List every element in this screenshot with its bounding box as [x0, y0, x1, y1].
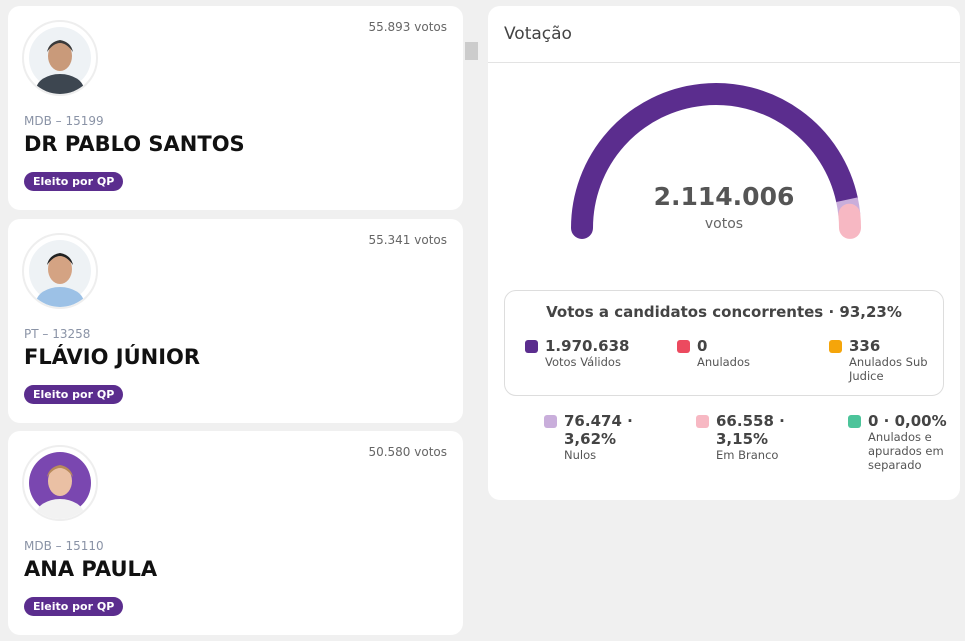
panel-title: Votação	[504, 24, 572, 44]
swatch	[525, 340, 538, 353]
legend-item: 0 Anulados	[677, 337, 787, 369]
candidate-name: DR PABLO SANTOS	[24, 132, 245, 156]
scrollbar	[465, 42, 478, 60]
status-badge: Eleito por QP	[24, 597, 124, 616]
legend-label: Anulados e apurados em separado	[868, 430, 944, 472]
gauge-segment	[571, 83, 858, 239]
legend-value: 0	[697, 337, 708, 355]
candidate-name: ANA PAULA	[24, 557, 158, 581]
vote-count: 55.893 votos	[368, 20, 447, 34]
vote-count: 50.580 votos	[368, 445, 447, 459]
candidate-name: FLÁVIO JÚNIOR	[24, 344, 201, 369]
swatch	[848, 415, 861, 428]
legend-label: Em Branco	[716, 448, 779, 462]
vote-count: 55.341 votos	[368, 232, 447, 247]
legend-value: 76.474 · 3,62%	[564, 412, 633, 448]
avatar	[22, 20, 98, 96]
party-number: MDB – 15110	[24, 539, 104, 553]
status-badge: Eleito por QP	[24, 384, 124, 404]
avatar	[22, 232, 98, 309]
legend-value: 1.970.638	[545, 337, 630, 355]
avatar-photo	[29, 27, 91, 94]
legend-value: 0 · 0,00%	[868, 412, 947, 430]
status-badge: Eleito por QP	[24, 172, 124, 191]
swatch	[677, 340, 690, 353]
candidate-card: 55.341 votos PT – 13258 FLÁVIO JÚNIOR Eleit…	[8, 218, 463, 423]
total-votes: 2.114.006	[653, 182, 795, 211]
candidate-card: 55.893 votos MDB – 15199 DR PABLO SANTOS El…	[8, 6, 463, 210]
legend-value: 66.558 · 3,15%	[716, 412, 785, 448]
gauge	[571, 83, 861, 239]
legend-item: 76.474 · 3,62% Nulos	[544, 412, 654, 462]
summary-box: Votos a candidatos concorrentes · 93,23%…	[504, 290, 944, 396]
legend-label: Anulados Sub Judice	[849, 355, 928, 383]
legend-item: 0 · 0,00% Anulados e apurados em separado	[848, 412, 958, 472]
gauge-segment	[838, 203, 861, 239]
party-number: MDB – 15199	[24, 114, 104, 128]
avatar	[22, 445, 98, 521]
avatar-photo	[29, 452, 91, 519]
party-number: PT – 13258	[24, 326, 91, 341]
legend-item: 1.970.638 Votos Válidos	[525, 337, 635, 369]
legend-value: 336	[849, 337, 881, 355]
legend-label: Nulos	[564, 448, 597, 462]
summary-title: Votos a candidatos concorrentes · 93,23%	[546, 303, 902, 321]
avatar-photo	[29, 239, 91, 307]
swatch	[696, 415, 709, 428]
swatch	[829, 340, 842, 353]
candidate-card: 50.580 votos MDB – 15110 ANA PAULA Eleito p…	[8, 431, 463, 635]
legend-label: Votos Válidos	[545, 355, 621, 369]
divider	[488, 62, 960, 63]
swatch	[544, 415, 557, 428]
legend-item: 336 Anulados Sub Judice	[829, 337, 939, 383]
voting-panel: Votação 2.114.006 votos Votos a candidat…	[488, 6, 960, 500]
legend-item: 66.558 · 3,15% Em Branco	[696, 412, 806, 462]
total-unit: votos	[704, 216, 744, 232]
legend-label: Anulados	[697, 355, 751, 369]
